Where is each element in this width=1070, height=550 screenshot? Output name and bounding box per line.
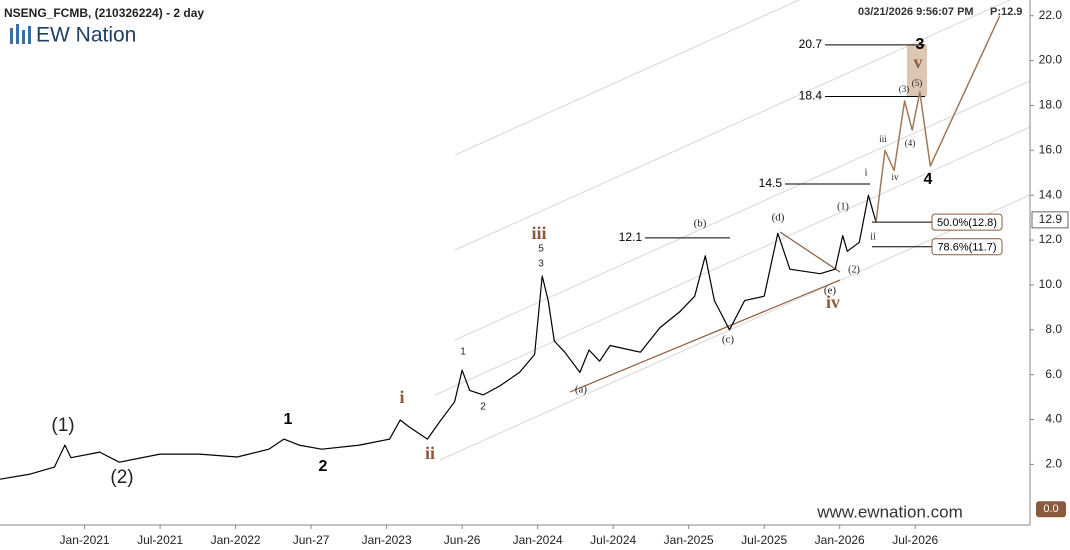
x-tick-label: Jul-2021 <box>137 533 183 547</box>
wave-label: 1 <box>460 347 466 358</box>
x-tick-label: Jan-2022 <box>211 533 261 547</box>
level-label: 12.1 <box>619 230 643 244</box>
y-tick-label: 12.0 <box>1039 232 1063 246</box>
last-price: P:12.9 <box>990 6 1022 18</box>
x-tick-label: Jan-2023 <box>362 533 412 547</box>
logo-text: EW Nation <box>36 24 136 47</box>
logo: EW Nation <box>10 24 136 47</box>
last-price-tag <box>1031 211 1069 229</box>
wave-label: (c) <box>722 334 735 346</box>
wave-label: (1) <box>51 415 74 436</box>
wave-label: ii <box>425 443 435 463</box>
wave-label: 3 <box>916 36 925 53</box>
wave-label: (5) <box>912 78 923 88</box>
wave-label: i <box>399 387 404 407</box>
level-label: 20.7 <box>799 37 823 51</box>
wave-label: (2) <box>848 264 860 275</box>
y-tick-label: 20.0 <box>1039 53 1063 67</box>
wave-label: 5 <box>538 244 544 255</box>
x-tick-label: Jul-2026 <box>892 533 938 547</box>
trend-lines <box>569 231 841 393</box>
watermark: www.ewnation.com <box>816 502 963 521</box>
x-tick-label: Jun-27 <box>293 533 330 547</box>
wave-label: iv <box>826 292 840 312</box>
y-tick-label: 4.0 <box>1045 412 1062 426</box>
level-label: 14.5 <box>759 176 783 190</box>
y-tick-label: 10.0 <box>1039 277 1063 291</box>
wave-label: 3 <box>538 259 544 270</box>
price-line <box>875 15 1001 223</box>
x-tick-label: Jan-2024 <box>513 533 563 547</box>
wave-label: 2 <box>480 402 486 413</box>
wave-label: ii <box>870 231 876 242</box>
x-tick-label: Jan-2021 <box>60 533 110 547</box>
wave-label: (4) <box>905 138 916 148</box>
zero-tag-label: 0.0 <box>1043 503 1058 515</box>
x-tick-label: Jul-2025 <box>741 533 787 547</box>
wave-label: iv <box>891 172 899 182</box>
wave-label: v <box>914 52 923 72</box>
fib-label: 78.6%(11.7) <box>937 242 996 254</box>
chart-title: NSENG_FCMB, (210326224) - 2 day <box>4 6 204 20</box>
x-tick-label: Jan-2026 <box>815 533 865 547</box>
wave-label: (b) <box>694 218 707 230</box>
price-line <box>0 194 877 480</box>
y-tick-label: 16.0 <box>1039 142 1063 156</box>
x-tick-label: Jun-26 <box>444 533 481 547</box>
x-tick-label: Jan-2025 <box>664 533 714 547</box>
timestamp: 03/21/2026 9:56:07 PM <box>858 6 974 18</box>
fib-label: 50.0%(12.8) <box>937 217 997 229</box>
wave-label: i <box>865 167 868 178</box>
y-tick-label: 18.0 <box>1039 98 1063 112</box>
fib-box <box>931 238 1003 256</box>
wave-label: (2) <box>110 467 133 488</box>
wave-label: 1 <box>284 411 293 428</box>
wave-label: (a) <box>575 384 588 396</box>
wave-label: 2 <box>319 458 328 475</box>
y-tick-label: 8.0 <box>1045 322 1062 336</box>
channel-lines <box>434 0 1031 461</box>
wave-label: iii <box>531 223 546 243</box>
fib-box <box>931 213 1003 231</box>
last-price-value: 12.9 <box>1039 212 1063 226</box>
y-tick-label: 14.0 <box>1039 187 1063 201</box>
wave-label: (e) <box>824 285 837 297</box>
y-tick-label: 6.0 <box>1045 367 1062 381</box>
wave-label: 4 <box>924 171 933 188</box>
x-tick-label: Jul-2024 <box>590 533 636 547</box>
wave-label: (3) <box>899 84 910 94</box>
wave-label: (1) <box>837 201 849 212</box>
y-tick-label: 2.0 <box>1045 457 1062 471</box>
target-box <box>907 44 927 97</box>
wave-label: iii <box>879 134 887 144</box>
zero-tag <box>1036 501 1066 518</box>
wave-label: (d) <box>772 212 785 224</box>
y-tick-label: 22.0 <box>1039 8 1063 22</box>
level-label: 18.4 <box>799 89 823 103</box>
